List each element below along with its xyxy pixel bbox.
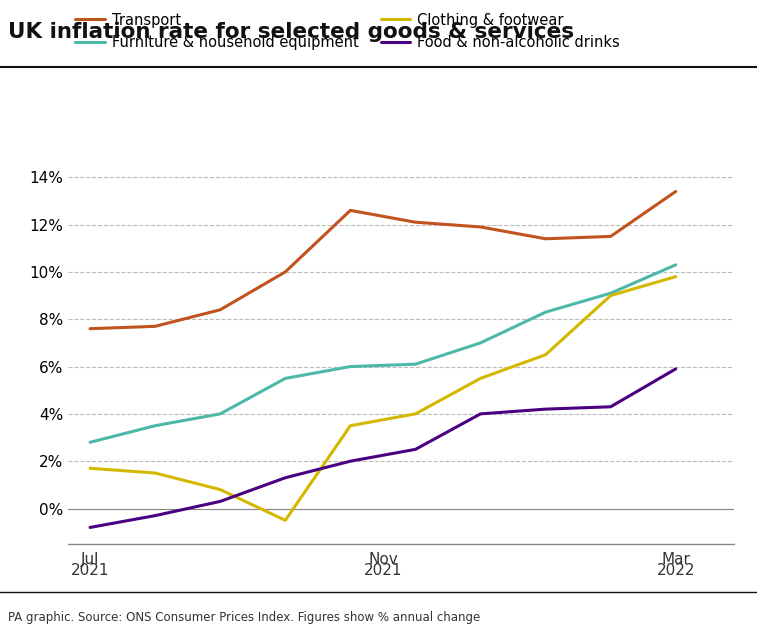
Clothing & footwear [86, 465, 95, 472]
Furniture & household equipment [671, 261, 681, 269]
Furniture & household equipment [606, 289, 615, 297]
Transport [216, 306, 225, 314]
Furniture & household equipment [346, 363, 355, 371]
Food & non-alcoholic drinks [281, 474, 290, 481]
Food & non-alcoholic drinks [671, 365, 681, 372]
Food & non-alcoholic drinks [541, 405, 550, 413]
Furniture & household equipment [86, 438, 95, 446]
Furniture & household equipment [411, 360, 420, 368]
Food & non-alcoholic drinks [476, 410, 485, 418]
Food & non-alcoholic drinks [346, 458, 355, 465]
Text: UK inflation rate for selected goods & services: UK inflation rate for selected goods & s… [8, 22, 574, 42]
Text: Mar: Mar [662, 552, 690, 567]
Food & non-alcoholic drinks [411, 445, 420, 453]
Clothing & footwear [411, 410, 420, 418]
Text: 2021: 2021 [363, 563, 402, 578]
Transport [671, 188, 681, 195]
Clothing & footwear [216, 486, 225, 493]
Clothing & footwear [671, 273, 681, 280]
Line: Transport: Transport [90, 191, 676, 329]
Furniture & household equipment [216, 410, 225, 418]
Furniture & household equipment [281, 374, 290, 382]
Food & non-alcoholic drinks [86, 524, 95, 531]
Food & non-alcoholic drinks [606, 403, 615, 411]
Clothing & footwear [541, 351, 550, 358]
Transport [86, 325, 95, 333]
Text: 2022: 2022 [656, 563, 695, 578]
Line: Clothing & footwear: Clothing & footwear [90, 276, 676, 520]
Transport [541, 235, 550, 243]
Transport [151, 323, 160, 330]
Transport [411, 218, 420, 226]
Clothing & footwear [476, 374, 485, 382]
Legend: Transport, Furniture & household equipment, Clothing & footwear, Food & non-alco: Transport, Furniture & household equipme… [76, 13, 620, 50]
Text: PA graphic. Source: ONS Consumer Prices Index. Figures show % annual change: PA graphic. Source: ONS Consumer Prices … [8, 611, 480, 624]
Clothing & footwear [151, 469, 160, 477]
Text: 2021: 2021 [71, 563, 109, 578]
Furniture & household equipment [151, 422, 160, 429]
Furniture & household equipment [476, 339, 485, 347]
Transport [476, 223, 485, 231]
Transport [281, 268, 290, 276]
Transport [606, 232, 615, 240]
Line: Furniture & household equipment: Furniture & household equipment [90, 265, 676, 442]
Clothing & footwear [606, 292, 615, 300]
Transport [346, 207, 355, 214]
Food & non-alcoholic drinks [151, 512, 160, 520]
Furniture & household equipment [541, 308, 550, 316]
Line: Food & non-alcoholic drinks: Food & non-alcoholic drinks [90, 369, 676, 527]
Text: Nov: Nov [368, 552, 397, 567]
Food & non-alcoholic drinks [216, 497, 225, 505]
Text: Jul: Jul [81, 552, 99, 567]
Clothing & footwear [346, 422, 355, 429]
Clothing & footwear [281, 516, 290, 524]
